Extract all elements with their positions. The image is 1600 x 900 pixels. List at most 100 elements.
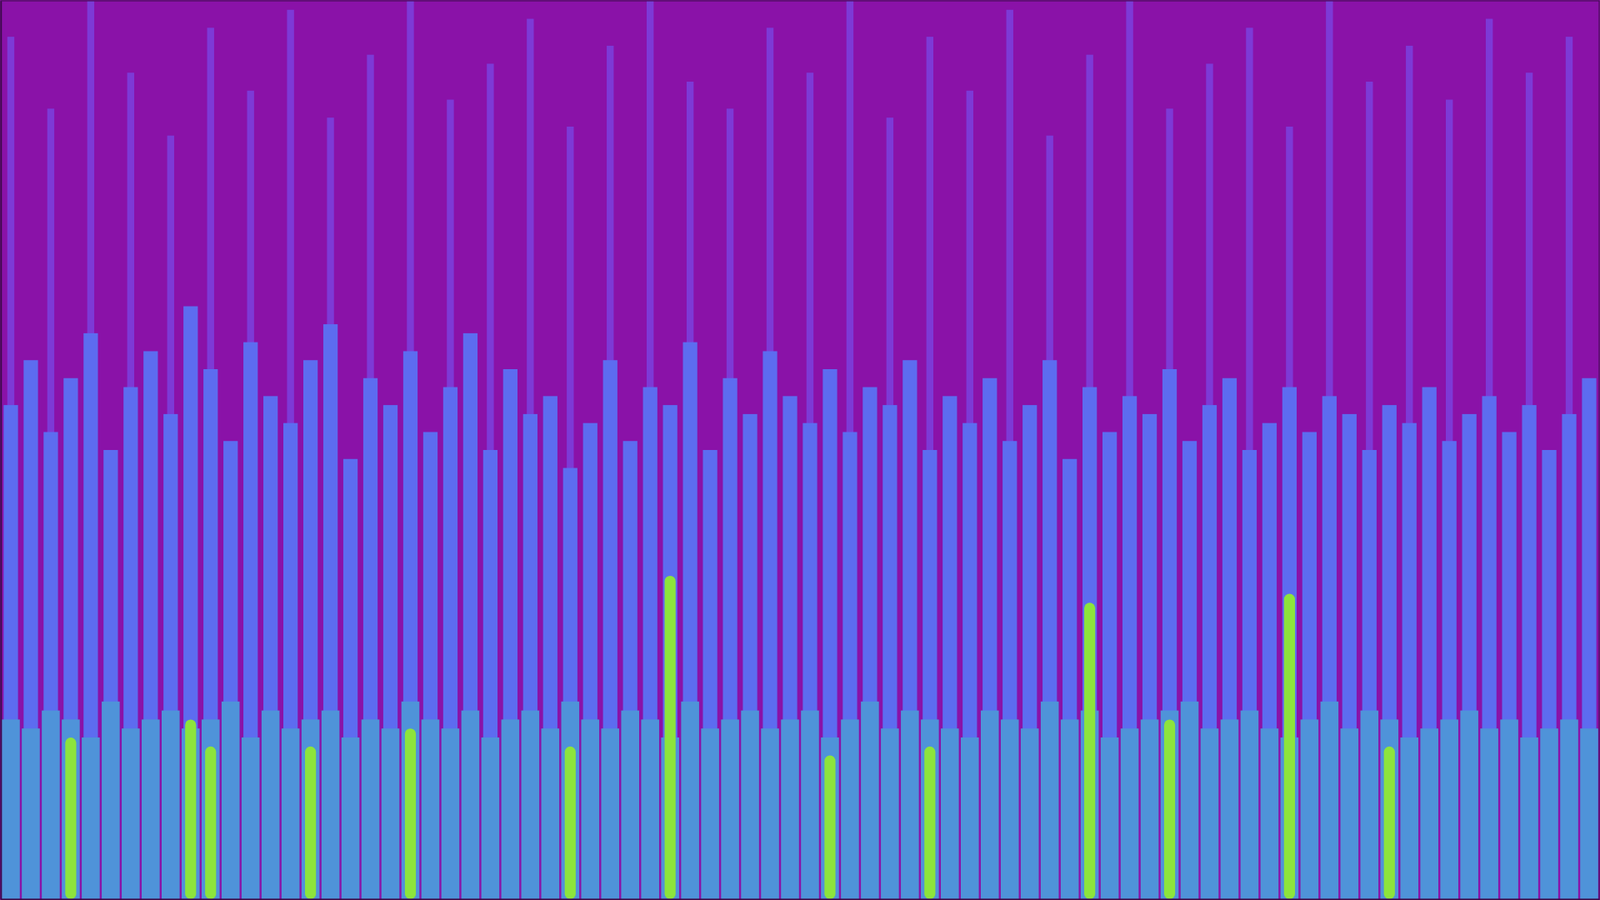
bar xyxy=(780,719,800,900)
bar xyxy=(65,737,76,900)
bar xyxy=(421,719,440,900)
bar xyxy=(900,710,920,900)
bar xyxy=(824,755,835,900)
bar xyxy=(1380,719,1399,900)
bar xyxy=(1060,719,1080,900)
bar xyxy=(341,737,360,900)
bar xyxy=(1320,701,1340,900)
bar-series xyxy=(3,306,1596,900)
bar xyxy=(405,728,416,900)
bar xyxy=(960,737,980,900)
bar-series xyxy=(7,0,1573,900)
bar xyxy=(1100,737,1120,900)
bar xyxy=(541,728,560,900)
bar xyxy=(1082,387,1097,900)
bar xyxy=(441,728,460,900)
bar xyxy=(1140,719,1160,900)
bar xyxy=(840,719,860,900)
bar xyxy=(560,701,580,900)
bar xyxy=(1382,405,1397,900)
bar xyxy=(183,306,198,900)
bar xyxy=(1,719,20,900)
bar xyxy=(1260,728,1280,900)
bar xyxy=(760,728,780,900)
bar xyxy=(361,719,380,900)
plot-background xyxy=(0,0,1600,900)
bar xyxy=(1020,728,1040,900)
bar xyxy=(101,701,120,900)
bar xyxy=(1220,719,1240,900)
bar xyxy=(1460,710,1479,900)
bar xyxy=(1164,719,1175,900)
bar xyxy=(1580,728,1599,900)
bar xyxy=(922,450,937,900)
bar xyxy=(620,710,640,900)
bar xyxy=(1384,746,1395,900)
bar xyxy=(1440,719,1459,900)
bar xyxy=(261,710,280,900)
bar xyxy=(1420,728,1439,900)
bar xyxy=(1040,701,1060,900)
bar xyxy=(663,405,678,900)
bar xyxy=(980,710,1000,900)
bar xyxy=(880,728,900,900)
plot-frame xyxy=(0,0,1600,900)
bar xyxy=(141,719,160,900)
bar xyxy=(63,378,78,900)
bar xyxy=(680,701,700,900)
bar xyxy=(161,710,180,900)
bar xyxy=(201,719,220,900)
bar xyxy=(501,719,520,900)
bar xyxy=(720,719,740,900)
bar xyxy=(21,728,40,900)
bar xyxy=(640,719,660,900)
bar xyxy=(321,710,340,900)
bar xyxy=(203,369,218,900)
bar xyxy=(305,746,316,900)
bar xyxy=(301,719,320,900)
chart xyxy=(0,0,1600,900)
bar xyxy=(121,728,140,900)
bar xyxy=(924,746,935,900)
bar xyxy=(1540,728,1559,900)
bar xyxy=(740,710,760,900)
bar xyxy=(1180,701,1200,900)
plot xyxy=(0,0,1600,900)
bar xyxy=(920,719,940,900)
bar xyxy=(1400,737,1419,900)
bar xyxy=(563,468,578,900)
bar-series xyxy=(65,575,1395,900)
bar xyxy=(205,746,216,900)
bar xyxy=(700,728,720,900)
bar xyxy=(185,719,196,900)
bar xyxy=(81,737,100,900)
bar-series xyxy=(1,701,1599,900)
bar xyxy=(1282,387,1297,900)
bar xyxy=(1120,728,1140,900)
bar xyxy=(1520,737,1539,900)
bar xyxy=(401,701,420,900)
bar xyxy=(241,737,260,900)
bar xyxy=(521,710,540,900)
bar xyxy=(1340,728,1360,900)
bar xyxy=(61,719,80,900)
bar xyxy=(565,746,576,900)
bar xyxy=(303,360,318,900)
bar xyxy=(403,350,418,900)
bar xyxy=(41,710,60,900)
bar xyxy=(1560,719,1579,900)
bar xyxy=(381,728,400,900)
bar xyxy=(580,719,600,900)
bar xyxy=(600,728,620,900)
bar xyxy=(1084,602,1095,900)
bar xyxy=(1500,719,1519,900)
bar xyxy=(1284,593,1295,900)
bar xyxy=(940,728,960,900)
bar xyxy=(1360,710,1379,900)
bar xyxy=(1240,710,1260,900)
bar xyxy=(800,710,820,900)
bar xyxy=(1200,728,1220,900)
bar xyxy=(461,710,480,900)
bar xyxy=(860,701,880,900)
bar xyxy=(1000,719,1020,900)
